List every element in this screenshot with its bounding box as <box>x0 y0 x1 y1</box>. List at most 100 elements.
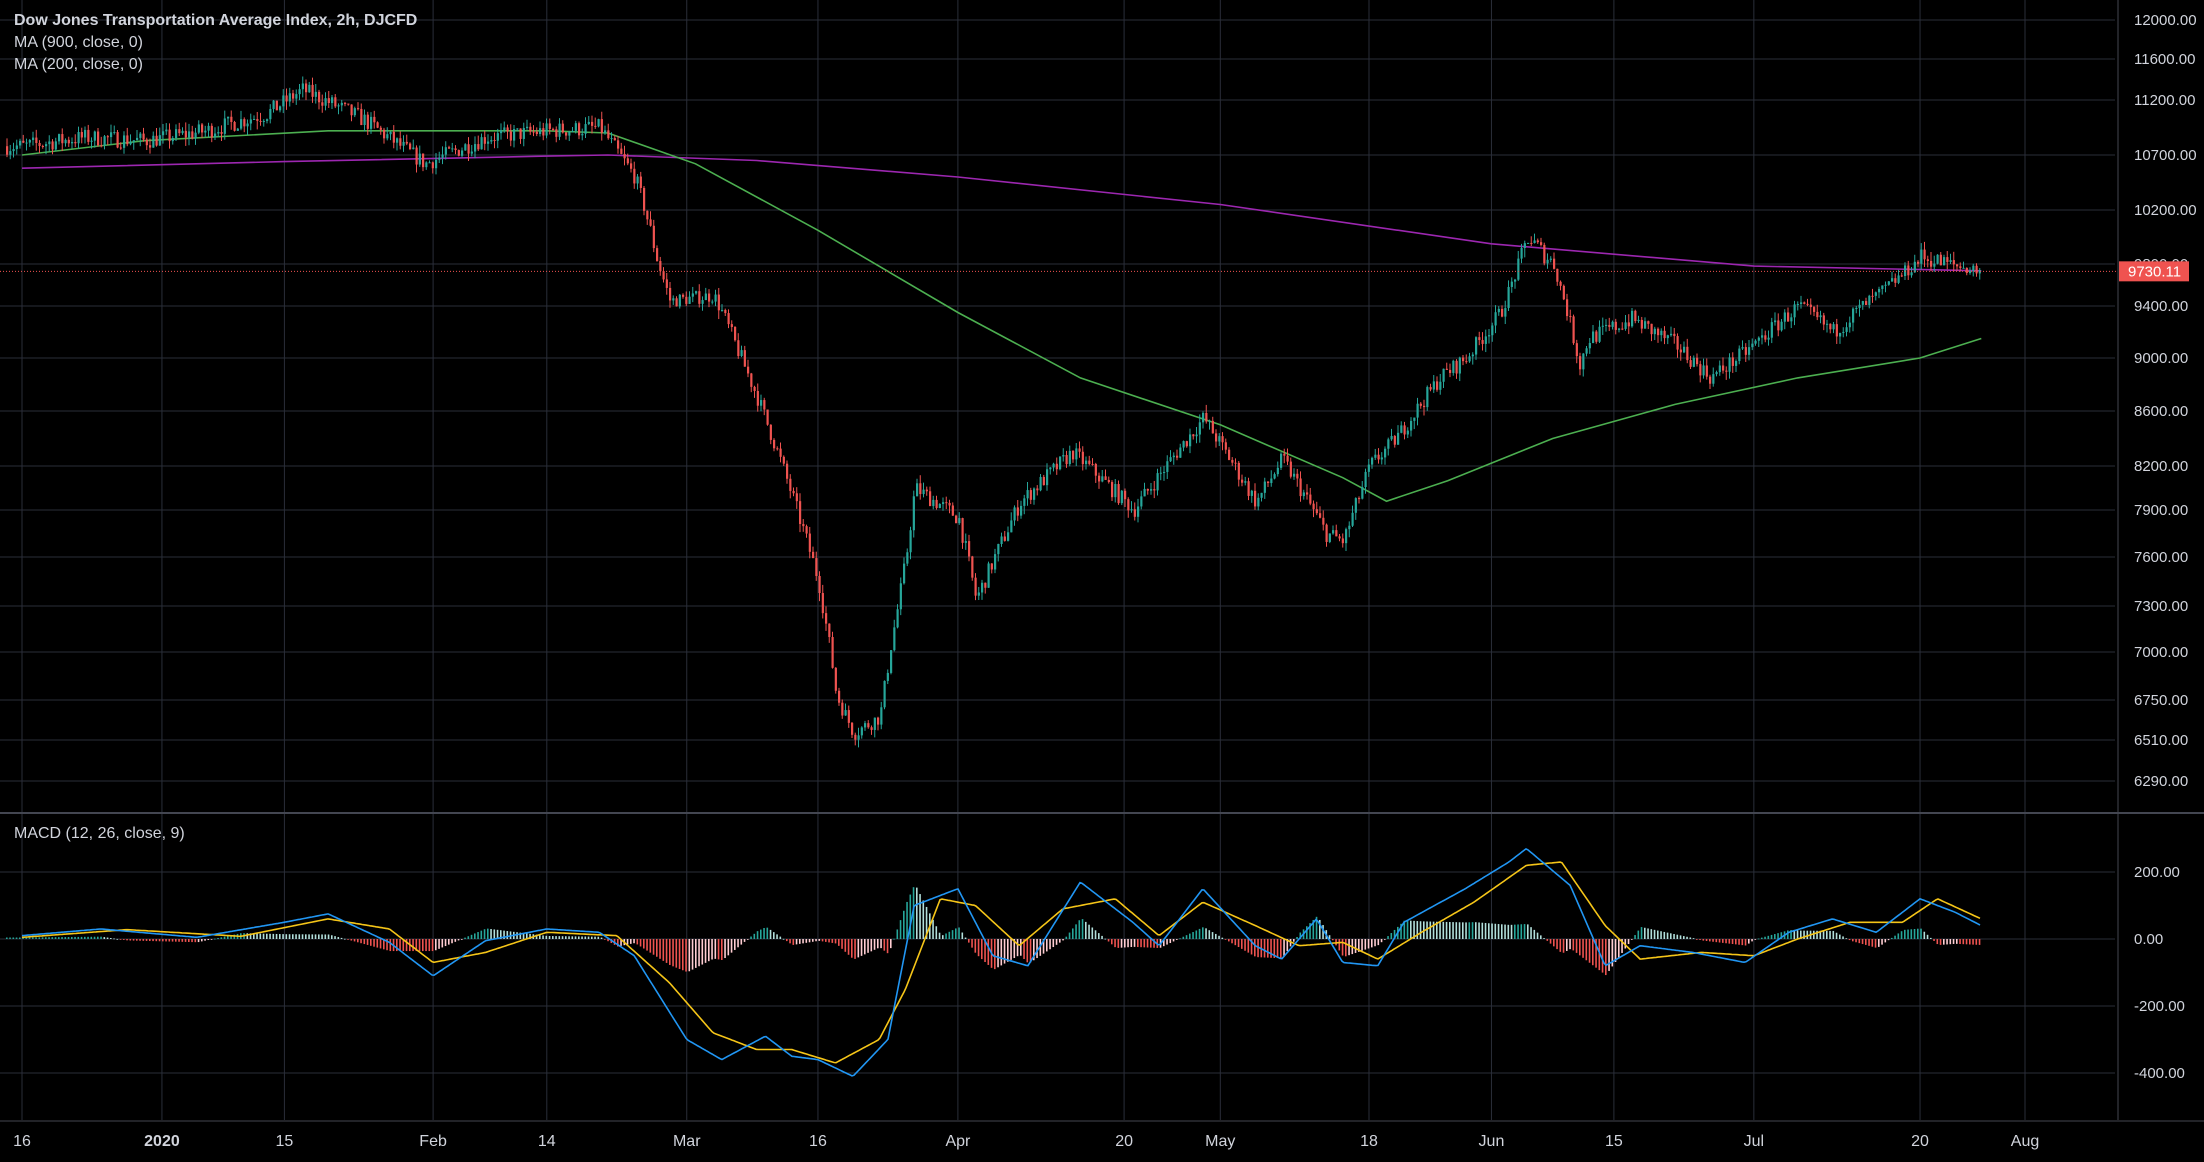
macd-histogram-bar <box>438 939 440 949</box>
candle-body <box>295 94 298 99</box>
candle-body <box>701 300 704 304</box>
candle-body <box>1296 473 1299 479</box>
candle-body <box>1432 381 1435 390</box>
macd-histogram-bar <box>483 929 486 939</box>
macd-histogram-bar <box>129 939 132 941</box>
macd-pane <box>6 847 1981 1077</box>
candle-body <box>1374 454 1377 458</box>
macd-histogram-bar <box>1254 939 1256 957</box>
candle-body <box>136 137 139 141</box>
candle-body <box>1913 261 1916 273</box>
macd-histogram-bar <box>467 936 470 939</box>
macd-histogram-bar <box>1767 935 1770 939</box>
time-axis-tick-label: Feb <box>419 1133 447 1150</box>
macd-histogram-bar <box>1393 929 1396 939</box>
candle-body <box>1874 292 1877 296</box>
candle-body <box>867 723 870 728</box>
candle-body <box>1163 471 1166 473</box>
candle-body <box>607 130 610 139</box>
macd-histogram-bar <box>916 887 918 939</box>
macd-histogram-bar <box>19 937 21 939</box>
candle-body <box>1345 529 1348 544</box>
candle-body <box>1237 462 1240 480</box>
candle-body <box>1848 322 1851 328</box>
candle-body <box>1481 340 1484 344</box>
candle-body <box>753 386 756 392</box>
macd-histogram-bar <box>327 934 330 939</box>
macd-histogram-bar <box>766 927 769 939</box>
macd-histogram-bar <box>1332 939 1334 941</box>
candle-body <box>1166 461 1169 472</box>
candle-body <box>1761 335 1764 338</box>
macd-histogram-bar <box>1686 936 1688 939</box>
macd-histogram-bar <box>1049 939 1051 950</box>
macd-histogram-bar <box>1250 939 1253 955</box>
candle-body <box>1348 525 1351 530</box>
candle-body <box>77 132 80 144</box>
macd-histogram-bar <box>373 939 375 947</box>
macd-histogram-bar <box>1510 924 1513 939</box>
macd-histogram-bar <box>1153 939 1155 948</box>
macd-histogram-bar <box>1845 938 1848 940</box>
candle-body <box>691 293 694 297</box>
candle-body <box>1416 403 1419 418</box>
macd-histogram-bar <box>1566 939 1568 951</box>
candle-body <box>1484 336 1487 344</box>
macd-histogram-bar <box>425 939 427 952</box>
candle-body <box>841 702 844 716</box>
candle-body <box>1130 509 1133 511</box>
candle-body <box>698 291 701 304</box>
candle-body <box>214 133 217 138</box>
candle-body <box>171 138 174 142</box>
candle-body <box>1933 263 1936 267</box>
macd-histogram-bar <box>1575 939 1578 953</box>
candle-body <box>266 119 269 121</box>
macd-histogram-bar <box>1670 933 1672 939</box>
macd-histogram-bar <box>1624 939 1627 949</box>
macd-histogram-bar <box>935 926 938 939</box>
candle-body <box>506 127 509 132</box>
candle-body <box>1003 536 1006 541</box>
macd-histogram-bar <box>136 939 138 941</box>
candle-body <box>1072 450 1075 460</box>
macd-histogram-bar <box>1462 922 1464 939</box>
macd-histogram-bar <box>987 939 990 965</box>
candle-body <box>1088 460 1091 464</box>
candle-body <box>565 132 568 136</box>
candle-body <box>1010 520 1013 533</box>
macd-histogram-bar <box>464 937 466 939</box>
candle-body <box>503 127 506 131</box>
macd-histogram-bar <box>448 939 450 945</box>
candle-body <box>659 261 662 272</box>
candle-body <box>12 149 15 152</box>
candle-body <box>1527 242 1530 244</box>
macd-histogram-bar <box>1387 936 1389 939</box>
candle-body <box>132 140 135 143</box>
candle-body <box>649 219 652 226</box>
macd-histogram-bar <box>1715 939 1718 943</box>
macd-histogram-bar <box>1657 930 1659 939</box>
candle-body <box>792 490 795 494</box>
macd-histogram-bar <box>789 939 791 944</box>
macd-histogram-bar <box>1221 937 1224 939</box>
macd-histogram-bar <box>45 937 47 939</box>
candle-body <box>1803 302 1806 304</box>
candle-body <box>54 141 57 150</box>
macd-histogram-bar <box>669 939 671 965</box>
candle-body <box>1221 436 1224 443</box>
candle-body <box>1494 312 1497 326</box>
macd-histogram-bar <box>1894 935 1896 939</box>
macd-histogram-bar <box>1143 939 1146 948</box>
candle-body <box>1884 284 1887 286</box>
macd-histogram-bar <box>701 939 704 965</box>
candle-body <box>636 176 639 184</box>
macd-histogram-bar <box>155 939 158 942</box>
candle-body <box>548 123 551 129</box>
candle-body <box>431 162 434 169</box>
candle-body <box>880 707 883 725</box>
macd-histogram-bar <box>1884 939 1887 943</box>
macd-histogram-bar <box>1348 939 1350 956</box>
candle-body <box>1000 536 1003 544</box>
macd-histogram-bar <box>1374 939 1376 947</box>
